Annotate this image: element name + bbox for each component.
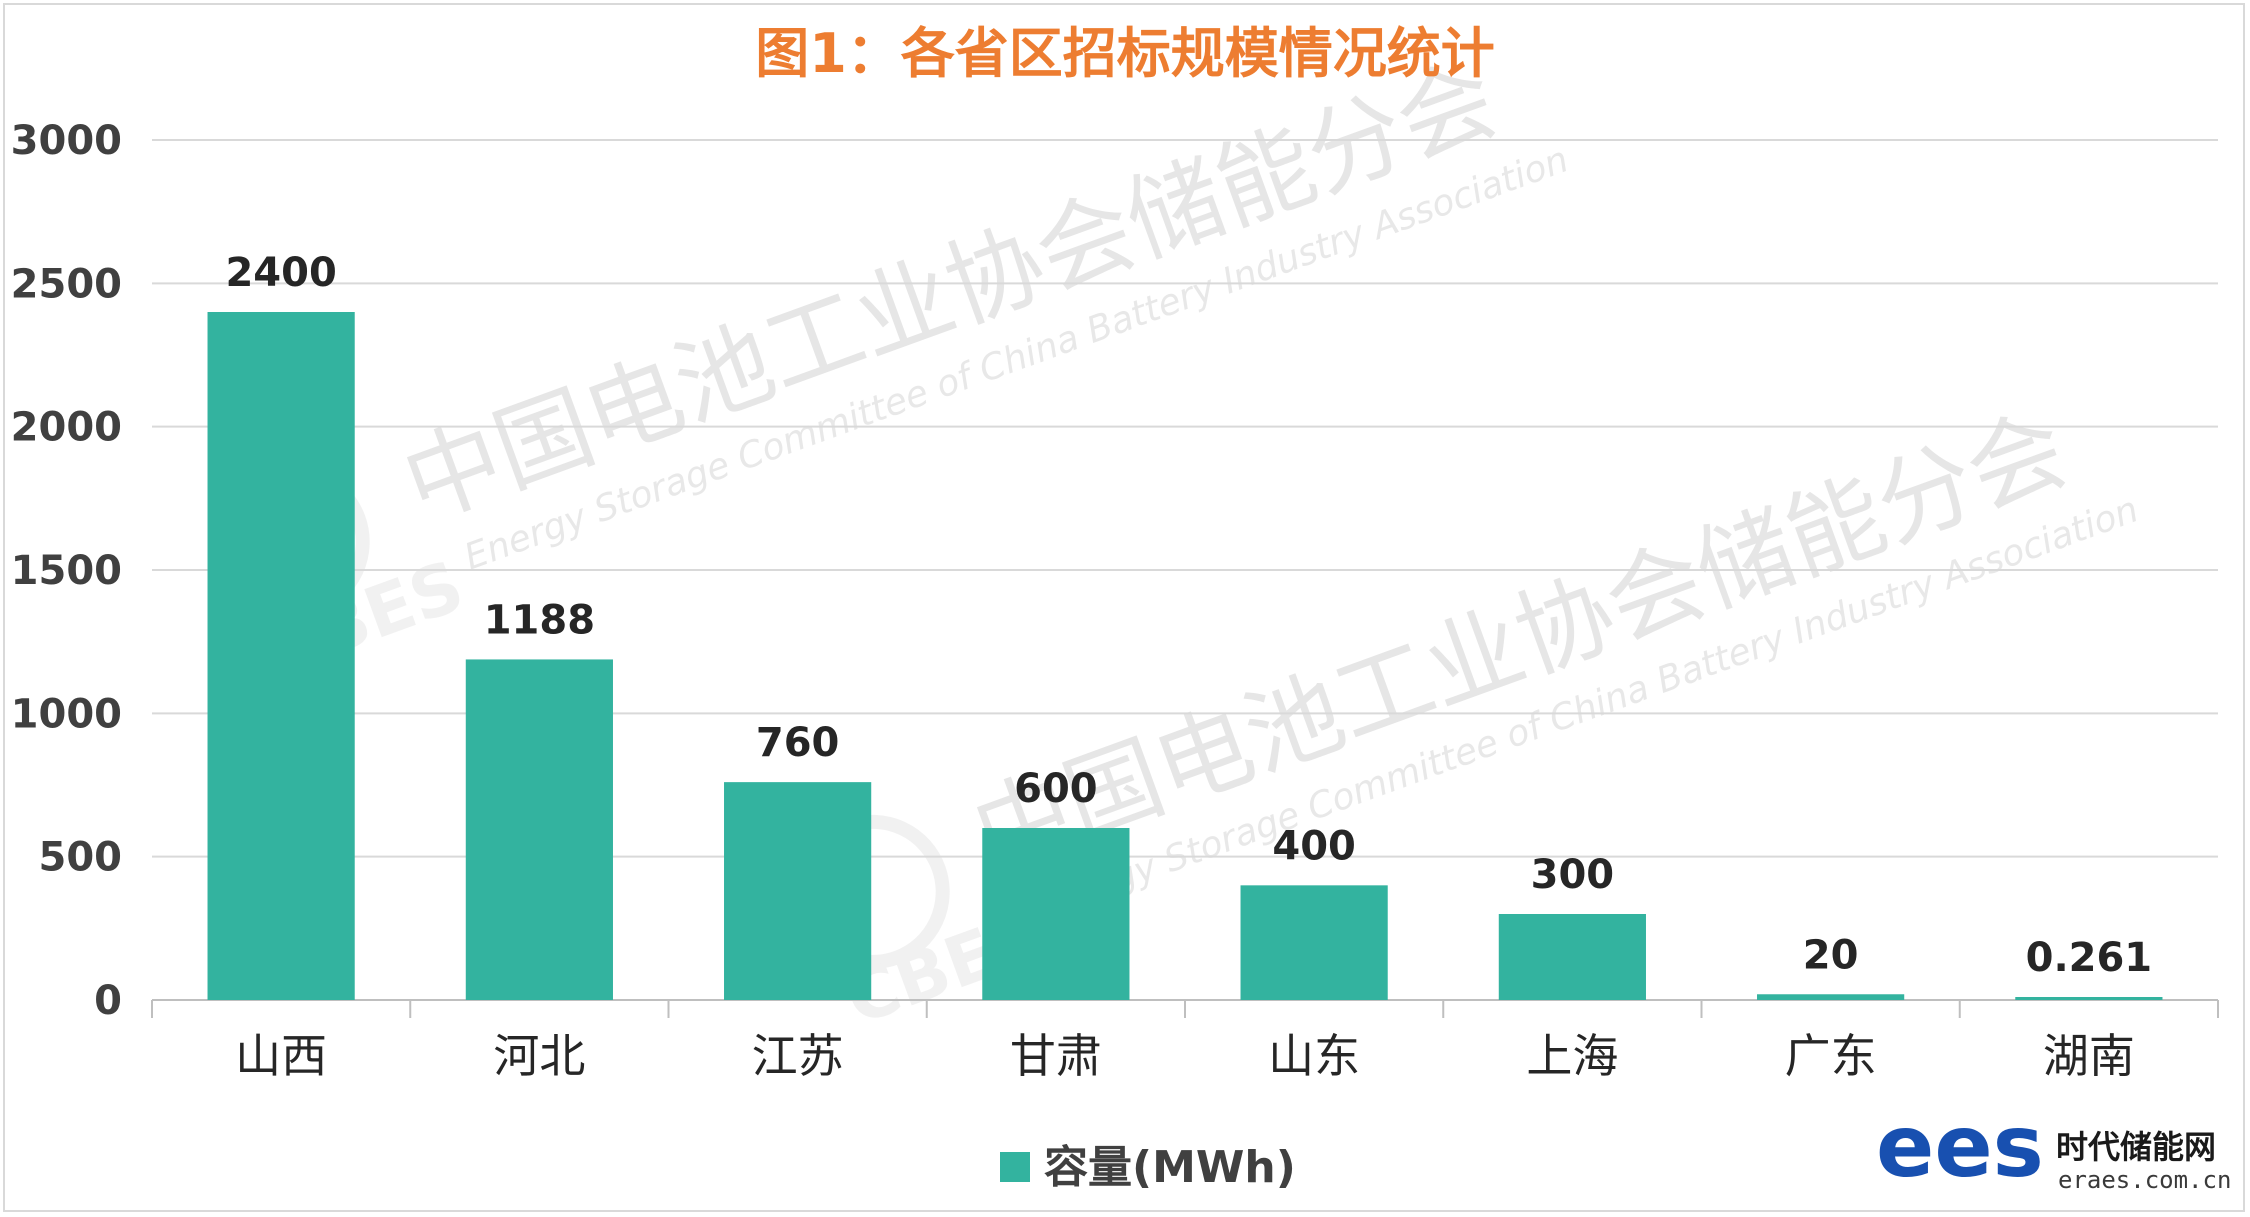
logo-url-text: eraes.com.cn xyxy=(2058,1166,2231,1194)
data-label: 600 xyxy=(1014,766,1098,812)
bars xyxy=(207,312,2163,1000)
data-label: 300 xyxy=(1531,852,1615,898)
logo: ees 时代储能网 eraes.com.cn xyxy=(1876,1097,2231,1197)
legend-swatch xyxy=(1000,1152,1030,1182)
x-tick-label: 山东 xyxy=(1268,1029,1360,1083)
bar xyxy=(724,782,872,1000)
bar xyxy=(1240,885,1388,1000)
x-tick-label: 江苏 xyxy=(752,1029,844,1083)
x-tick-label: 广东 xyxy=(1785,1029,1877,1083)
x-tick-label: 甘肃 xyxy=(1010,1029,1102,1083)
x-axis-ticks: 山西 河北 江苏 甘肃 山东 上海 广东 湖南 xyxy=(235,1029,2135,1083)
watermark-upper: 中国电池工业协会储能分会 Energy Storage Committee of… xyxy=(390,42,1574,578)
watermark-cn-text: 中国电池工业协会储能分会 xyxy=(960,392,2081,891)
legend-label: 容量(MWh) xyxy=(1044,1142,1296,1193)
data-label: 20 xyxy=(1803,932,1859,978)
chart-title: 图1：各省区招标规模情况统计 xyxy=(755,22,1495,85)
chart-frame xyxy=(3,3,2245,1212)
data-label: 400 xyxy=(1272,823,1356,869)
bar xyxy=(1498,914,1646,1000)
x-tick-label: 上海 xyxy=(1526,1029,1618,1083)
data-label: 0.261 xyxy=(2026,935,2153,981)
bar xyxy=(982,828,1130,1000)
data-label: 2400 xyxy=(225,250,336,296)
bar xyxy=(207,312,355,1000)
watermark-cn-text: 中国电池工业协会储能分会 xyxy=(390,42,1511,541)
bar xyxy=(465,659,613,1000)
x-tick-label: 河北 xyxy=(493,1029,585,1083)
legend: 容量(MWh) xyxy=(1000,1142,1296,1193)
y-tick-label: 3000 xyxy=(11,118,122,164)
x-tick-label: 湖南 xyxy=(2043,1029,2135,1083)
logo-cn-text: 时代储能网 xyxy=(2056,1128,2216,1166)
y-tick-label: 1000 xyxy=(11,691,122,737)
y-tick-label: 2000 xyxy=(11,405,122,451)
data-labels: 2400 1188 760 600 400 300 20 0.261 xyxy=(225,250,2152,981)
y-axis-ticks: 0 500 1000 1500 2000 2500 3000 xyxy=(11,118,122,1024)
y-tick-label: 1500 xyxy=(11,548,122,594)
y-tick-label: 0 xyxy=(94,978,122,1024)
data-label: 1188 xyxy=(484,597,595,643)
y-tick-label: 2500 xyxy=(11,261,122,307)
x-tick-label: 山西 xyxy=(235,1029,327,1083)
data-label: 760 xyxy=(756,720,840,766)
y-tick-label: 500 xyxy=(39,835,123,881)
logo-mark: ees xyxy=(1876,1097,2044,1197)
bar xyxy=(1757,994,1905,1000)
bar xyxy=(2015,997,2163,1000)
